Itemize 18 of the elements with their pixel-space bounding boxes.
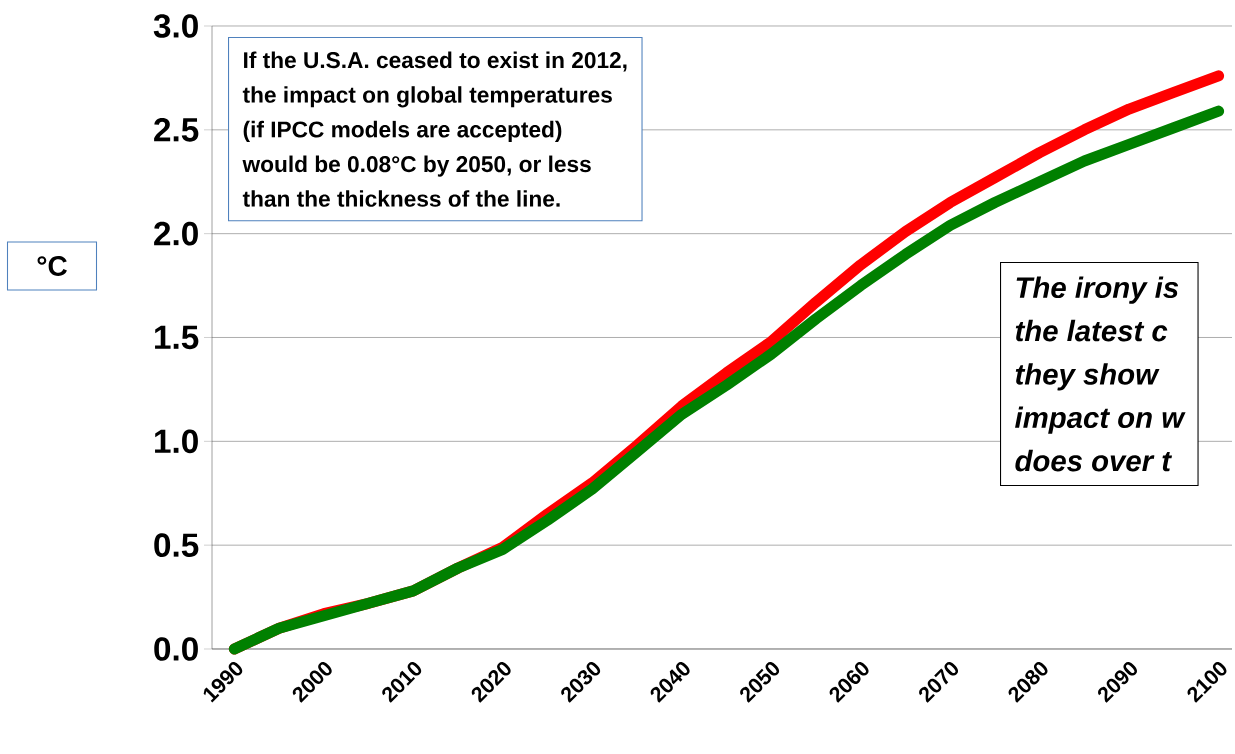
annotation: would be 0.08°C by 2050, or less: [242, 155, 591, 177]
annotation: does over t: [1015, 449, 1173, 472]
y-axis-title: °C: [37, 256, 67, 276]
annotation: The irony is: [1016, 276, 1179, 304]
annotation: If the U.S.A. ceased to exist in 2012,: [244, 51, 627, 72]
annotation: the impact on global temperatures: [242, 86, 612, 108]
y-tick-label: 3.0: [153, 14, 198, 38]
annotation: (if IPCC models are accepted): [243, 120, 562, 142]
annotation: the latest c: [1015, 319, 1168, 342]
y-tick-label: 1.0: [155, 429, 198, 454]
annotation: they show: [1015, 363, 1160, 391]
annotation: impact on w: [1015, 406, 1186, 434]
y-tick-label: 2.0: [154, 221, 198, 246]
y-tick-label: 0.5: [154, 533, 199, 557]
y-tick-label: 0.0: [154, 637, 198, 661]
annotation: than the thickness of the line.: [242, 190, 560, 207]
y-tick-label: 1.5: [155, 325, 199, 350]
y-tick-label: 2.5: [154, 118, 199, 142]
